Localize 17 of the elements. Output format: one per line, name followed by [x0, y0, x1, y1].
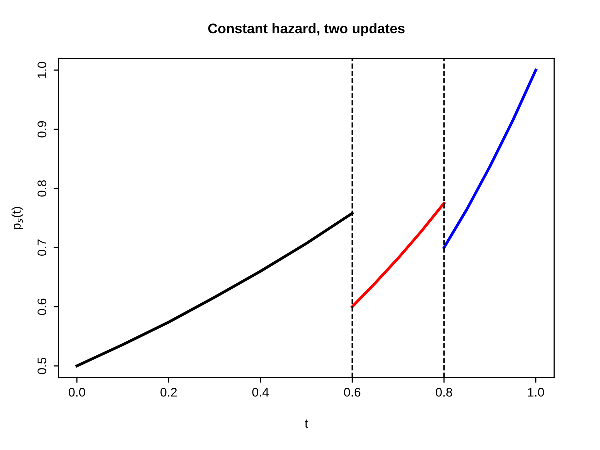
x-tick-label: 0.6: [344, 388, 361, 397]
y-tick-label: 0.5: [38, 358, 47, 374]
y-axis-title: p$_{s}$(t): [12, 207, 24, 230]
chart-title: Constant hazard, two updates: [208, 23, 405, 36]
x-tick-label: 0.8: [436, 388, 452, 397]
line-series: [351, 202, 446, 308]
x-axis-title: t: [305, 420, 308, 428]
x-tick-label: 0.2: [160, 388, 177, 397]
x-tick-label: 1.0: [528, 388, 544, 397]
y-tick-label: 0.9: [38, 121, 47, 138]
y-tick-label: 0.8: [38, 180, 47, 197]
y-tick-label: 0.7: [38, 240, 47, 256]
y-tick-label: 0.6: [38, 298, 47, 316]
y-tick-label: 1.0: [38, 62, 47, 78]
x-tick-label: 0.4: [252, 388, 270, 397]
line-series: [442, 68, 538, 250]
x-tick-label: 0.0: [68, 388, 86, 397]
